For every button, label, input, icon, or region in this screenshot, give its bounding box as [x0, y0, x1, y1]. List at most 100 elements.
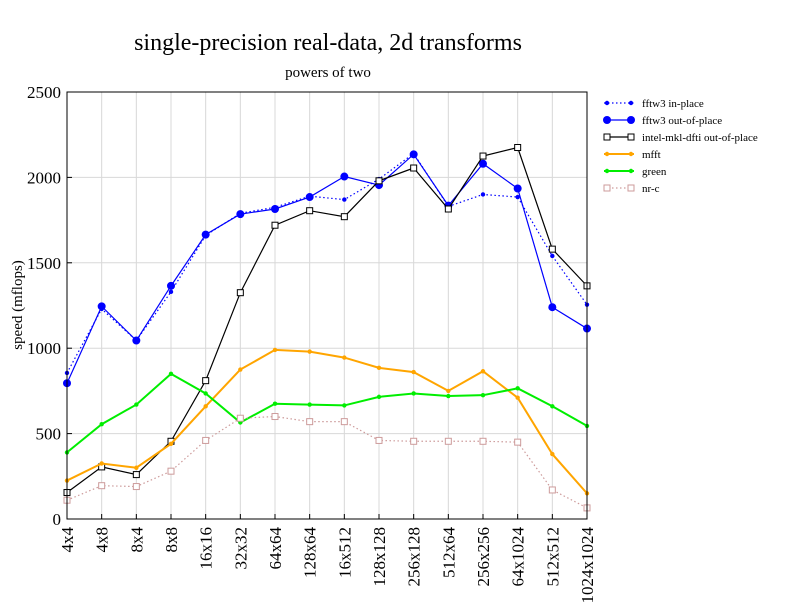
data-point-intel-mkl-dfti-out-of-place [340, 213, 348, 221]
series-line-green [66, 372, 588, 454]
x-tick-label: 4x8 [93, 527, 112, 553]
legend-label: fftw3 in-place [642, 98, 704, 110]
data-point-fftw3-in-place [168, 289, 174, 295]
data-point-fftw3-out-of-place [409, 150, 418, 159]
x-tick-label: 8x4 [127, 527, 146, 553]
x-tick-label: 4x4 [58, 527, 77, 553]
legend-swatch-marker [627, 133, 635, 141]
data-point-nr-c [271, 413, 279, 421]
data-point-nr-c [410, 437, 418, 445]
data-point-mfft [203, 404, 208, 409]
data-point-green [550, 404, 555, 409]
series-line-nr-c [66, 415, 588, 509]
legend-label: mfft [642, 149, 661, 161]
legend-swatch-marker [628, 100, 634, 106]
data-point-fftw3-out-of-place [201, 230, 210, 239]
data-point-mfft [550, 451, 555, 457]
data-point-fftw3-in-place [550, 253, 555, 259]
data-point-intel-mkl-dfti-out-of-place [236, 289, 244, 297]
data-point-nr-c [340, 418, 348, 426]
data-point-green [446, 393, 451, 399]
data-point-green [480, 392, 486, 398]
legend-swatch-marker [604, 168, 610, 174]
data-point-nr-c [236, 414, 244, 422]
data-point-intel-mkl-dfti-out-of-place [375, 177, 383, 185]
data-point-green [99, 422, 104, 427]
legend-item-mfft: mfft [604, 149, 661, 161]
data-point-intel-mkl-dfti-out-of-place [410, 164, 418, 172]
data-point-nr-c [479, 437, 487, 445]
data-point-fftw3-in-place [480, 192, 486, 197]
x-tick-label: 64x1024 [509, 527, 528, 587]
legend-swatch-marker [627, 116, 635, 124]
data-point-green [342, 403, 347, 408]
plot-frame [66, 91, 588, 520]
data-point-mfft [168, 441, 174, 447]
series-mfft [64, 347, 590, 496]
y-tick-label: 0 [53, 510, 62, 529]
data-point-fftw3-out-of-place [132, 336, 141, 345]
x-tick-label: 64x64 [266, 527, 285, 570]
data-point-fftw3-out-of-place [548, 303, 557, 312]
chart-subtitle: powers of two [285, 65, 371, 81]
data-point-intel-mkl-dfti-out-of-place [202, 377, 210, 385]
data-point-intel-mkl-dfti-out-of-place [548, 245, 556, 253]
legend-label: intel-mkl-dfti out-of-place [642, 132, 758, 144]
data-point-nr-c [202, 436, 210, 444]
data-point-fftw3-in-place [515, 194, 520, 200]
data-point-mfft [272, 347, 278, 353]
data-point-intel-mkl-dfti-out-of-place [444, 205, 452, 213]
data-point-nr-c [306, 418, 314, 426]
data-point-green [376, 394, 382, 400]
legend-swatch-marker [603, 133, 611, 141]
data-point-nr-c [444, 437, 452, 445]
chart-title: single-precision real-data, 2d transform… [134, 30, 522, 56]
data-point-fftw3-out-of-place [167, 281, 175, 290]
data-point-mfft [307, 349, 312, 354]
y-tick-label: 1000 [27, 339, 61, 358]
legend-label: nr-c [642, 183, 660, 195]
data-point-nr-c [375, 436, 383, 444]
series-fftw3-out-of-place [63, 150, 591, 388]
x-tick-label: 128x64 [301, 527, 320, 579]
data-point-mfft [238, 367, 243, 372]
data-point-fftw3-out-of-place [479, 159, 487, 168]
x-tick-label: 16x512 [335, 527, 354, 578]
series-line-mfft [66, 348, 588, 495]
legend-swatch-marker [628, 168, 634, 174]
y-tick-label: 2000 [27, 168, 61, 187]
data-point-green [515, 386, 520, 391]
y-tick-label: 1500 [27, 254, 61, 273]
data-point-fftw3-out-of-place [340, 172, 349, 181]
data-point-intel-mkl-dfti-out-of-place [271, 221, 279, 229]
plot-area [63, 144, 591, 512]
x-tick-label: 32x32 [231, 527, 250, 570]
data-point-mfft [446, 388, 451, 394]
legend-label: green [642, 166, 667, 178]
legend-item-nr-c: nr-c [603, 183, 660, 195]
x-tick-label: 512x64 [439, 527, 458, 579]
data-point-fftw3-out-of-place [97, 302, 106, 311]
data-point-mfft [99, 461, 104, 466]
x-tick-label: 1024x1024 [578, 527, 597, 604]
x-tick-label: 512x512 [543, 527, 562, 587]
x-tick-label: 256x256 [474, 527, 493, 587]
y-axis-label: speed (mflops) [10, 260, 26, 350]
data-point-mfft [134, 465, 139, 470]
x-tick-label: 16x16 [197, 527, 216, 570]
data-point-intel-mkl-dfti-out-of-place [514, 144, 522, 152]
series-intel-mkl-dfti-out-of-place [63, 144, 591, 497]
data-point-green [272, 401, 278, 406]
data-point-green [307, 402, 312, 407]
legend-swatch-marker [603, 184, 611, 192]
data-point-fftw3-out-of-place [236, 210, 245, 219]
data-point-intel-mkl-dfti-out-of-place [479, 152, 487, 160]
legend: fftw3 in-place fftw3 out-of-place intel-mk… [603, 98, 758, 195]
data-point-intel-mkl-dfti-out-of-place [306, 207, 314, 215]
data-point-fftw3-out-of-place [305, 193, 314, 202]
legend-swatch-marker [628, 151, 634, 157]
legend-item-fftw3-in-place: fftw3 in-place [604, 98, 704, 110]
data-point-green [203, 391, 208, 396]
data-point-mfft [480, 369, 486, 374]
